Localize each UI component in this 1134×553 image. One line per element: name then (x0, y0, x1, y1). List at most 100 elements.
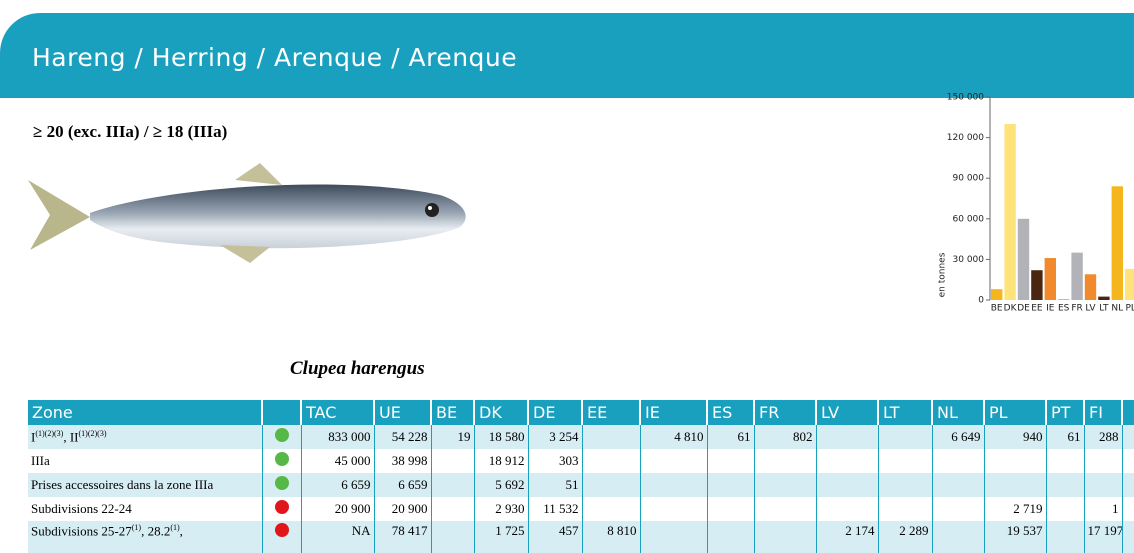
value-cell: 940 (984, 425, 1046, 449)
value-cell (640, 521, 707, 553)
value-cell (754, 521, 816, 553)
value-cell (754, 449, 816, 473)
value-cell (1122, 425, 1134, 449)
zone-text: Subdivisions 22-24 (31, 501, 132, 516)
value-cell: 2 289 (878, 521, 932, 553)
zone-cell: Subdivisions 22-24 (28, 497, 262, 521)
value-cell: 61 (1046, 425, 1084, 449)
value-cell (1046, 449, 1084, 473)
bar (1018, 219, 1029, 300)
x-tick-label: ES (1058, 304, 1070, 314)
x-tick-label: BE (991, 304, 1003, 314)
bar (1058, 299, 1069, 300)
value-cell (984, 449, 1046, 473)
value-cell (816, 473, 878, 497)
y-axis-label: en tonnes (938, 252, 948, 297)
status-dot (275, 476, 289, 490)
header-cell: EE (582, 400, 640, 425)
value-cell (816, 425, 878, 449)
header-cell: LV (816, 400, 878, 425)
value-cell (1122, 473, 1134, 497)
value-cell (640, 473, 707, 497)
header-cell: FI (1084, 400, 1122, 425)
zone-cell: Subdivisions 25-27(1), 28.2(1), (28, 521, 262, 553)
value-cell: 61 (707, 425, 754, 449)
value-cell (932, 473, 984, 497)
value-cell (431, 497, 474, 521)
header-cell: PL (984, 400, 1046, 425)
value-cell: 3 254 (528, 425, 582, 449)
value-cell (640, 449, 707, 473)
header-cell: LT (878, 400, 932, 425)
value-cell (932, 521, 984, 553)
value-cell: NA (301, 521, 374, 553)
value-cell (878, 473, 932, 497)
y-tick-label: 30 000 (953, 255, 985, 265)
value-cell: 1 (1122, 449, 1134, 473)
value-cell: 1 (1084, 497, 1122, 521)
page: Hareng / Herring / Arenque / Arenque ≥ 2… (0, 0, 1134, 530)
value-cell (1046, 497, 1084, 521)
value-cell (431, 449, 474, 473)
value-cell: 18 912 (474, 449, 528, 473)
header-cell: NL (932, 400, 984, 425)
value-cell: 19 537 (984, 521, 1046, 553)
value-cell: 4 810 (640, 425, 707, 449)
value-cell: 19 (431, 425, 474, 449)
y-tick-label: 0 (978, 296, 984, 306)
value-cell (816, 497, 878, 521)
status-cell (262, 497, 301, 521)
y-tick-label: 60 000 (953, 214, 985, 224)
header-cell: UE (374, 400, 431, 425)
header-cell: DK (474, 400, 528, 425)
value-cell (1046, 521, 1084, 553)
value-cell: 17 197 (1084, 521, 1122, 553)
value-cell: 51 (528, 473, 582, 497)
status-cell (262, 449, 301, 473)
bar (1071, 253, 1082, 300)
y-tick-label: 120 000 (947, 133, 984, 143)
x-tick-label: LV (1085, 304, 1096, 314)
zone-cell: I(1)(2)(3), II(1)(2)(3) (28, 425, 262, 449)
value-cell: 38 998 (374, 449, 431, 473)
header-cell: FR (754, 400, 816, 425)
x-tick-label: DK (1004, 304, 1018, 314)
x-tick-label: EE (1031, 304, 1043, 314)
value-cell (754, 497, 816, 521)
bar (1045, 258, 1056, 300)
value-cell (582, 449, 640, 473)
value-cell (707, 497, 754, 521)
value-cell (707, 521, 754, 553)
bar (1085, 274, 1096, 300)
zone-text: , II (63, 429, 78, 444)
value-cell: 2 (1122, 521, 1134, 553)
table: ZoneTACUEBEDKDEEEIEESFRLVLTNLPLPTFII(1)(… (28, 400, 1134, 553)
value-cell: 20 900 (374, 497, 431, 521)
fish-illustration (20, 155, 480, 295)
x-tick-label: DE (1017, 304, 1030, 314)
status-dot (275, 500, 289, 514)
header-cell (1122, 400, 1134, 425)
value-cell: 20 900 (301, 497, 374, 521)
value-cell: 6 649 (932, 425, 984, 449)
value-cell (932, 497, 984, 521)
zone-text: Prises accessoires dans la zone IIIa (31, 477, 213, 492)
header-cell: DE (528, 400, 582, 425)
value-cell: 45 000 (301, 449, 374, 473)
value-cell (1122, 497, 1134, 521)
header-cell: TAC (301, 400, 374, 425)
table-row: IIIa45 00038 99818 9123031 (28, 449, 1134, 473)
bar (991, 289, 1002, 300)
x-tick-label: LT (1099, 304, 1109, 314)
value-cell: 2 719 (984, 497, 1046, 521)
value-cell: 18 580 (474, 425, 528, 449)
zone-sup: (1)(2)(3) (35, 429, 63, 438)
value-cell (984, 473, 1046, 497)
value-cell: 303 (528, 449, 582, 473)
value-cell (707, 449, 754, 473)
value-cell (707, 473, 754, 497)
value-cell (582, 497, 640, 521)
header-cell: BE (431, 400, 474, 425)
